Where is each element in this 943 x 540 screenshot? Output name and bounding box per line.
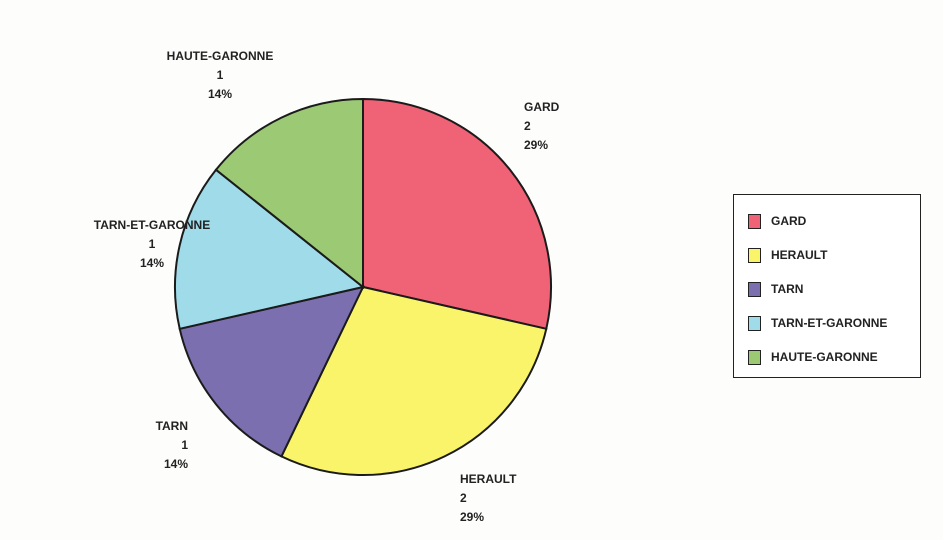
slice-label-gard-percent: 29% [524, 138, 548, 152]
slice-label-herault-percent: 29% [460, 510, 484, 524]
slice-label-haute-garonne-value: 1 [217, 68, 224, 82]
slice-label-tarn-et-garonne-percent: 14% [140, 256, 164, 270]
legend-swatch-gard [748, 213, 761, 229]
pie-slice-herault [280, 285, 548, 476]
legend-label-herault: HERAULT [771, 248, 828, 262]
legend-label-tarn: TARN [771, 282, 804, 296]
pie-slice-tarn [178, 285, 365, 458]
legend-swatch-haute-garonne [748, 349, 761, 365]
legend-label-gard: GARD [771, 214, 807, 228]
legend-item-tarn: TARN [748, 272, 920, 306]
legend-item-herault: HERAULT [748, 238, 920, 272]
chart-legend: GARD HERAULT TARN TARN-ET-GARONNE HAUTE-… [733, 194, 921, 378]
legend-item-haute-garonne: HAUTE-GARONNE [748, 340, 920, 374]
slice-label-tarn-et-garonne-value: 1 [149, 237, 156, 251]
slice-label-gard-name: GARD [524, 100, 560, 114]
pie-slices [174, 97, 552, 476]
legend-label-tarn-et-garonne: TARN-ET-GARONNE [771, 316, 888, 330]
pie-slice-tarn-et-garonne [174, 168, 366, 331]
legend-swatch-tarn [748, 281, 761, 297]
slice-labels: GARD 2 29% HERAULT 2 29% TARN 1 14% TARN-ET-GARON… [94, 49, 560, 524]
pie-slice-gard [362, 97, 552, 331]
slice-label-herault-value: 2 [460, 491, 467, 505]
slice-label-haute-garonne-percent: 14% [208, 87, 232, 101]
slice-label-tarn-percent: 14% [164, 457, 188, 471]
pie-slice-haute-garonne [214, 97, 364, 290]
slice-label-tarn-value: 1 [181, 438, 188, 452]
slice-label-tarn-et-garonne-name: TARN-ET-GARONNE [94, 218, 210, 232]
slice-label-haute-garonne-name: HAUTE-GARONNE [167, 49, 274, 63]
legend-swatch-herault [748, 247, 761, 263]
legend-label-haute-garonne: HAUTE-GARONNE [771, 350, 878, 364]
legend-item-tarn-et-garonne: TARN-ET-GARONNE [748, 306, 920, 340]
legend-swatch-tarn-et-garonne [748, 315, 761, 331]
slice-label-gard-value: 2 [524, 119, 531, 133]
legend-item-gard: GARD [748, 204, 920, 238]
slice-label-tarn-name: TARN [156, 419, 188, 433]
slice-label-herault-name: HERAULT [460, 472, 517, 486]
